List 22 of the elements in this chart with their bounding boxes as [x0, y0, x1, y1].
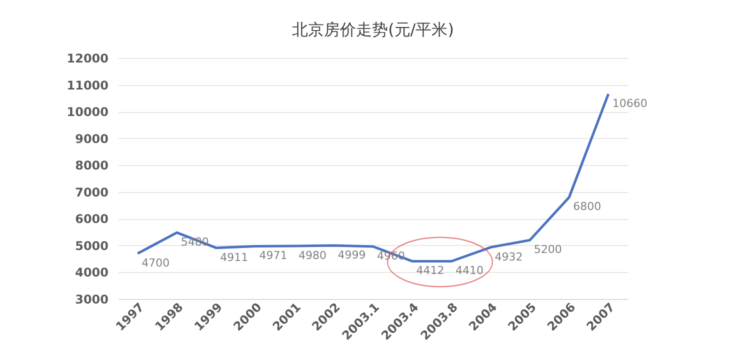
data-label: 4971: [259, 249, 288, 262]
data-label: 4999: [338, 248, 366, 262]
y-tick-label: 4000: [75, 266, 108, 280]
data-label: 4410: [455, 264, 484, 278]
data-label: 4980: [298, 248, 327, 262]
y-tick-label: 6000: [75, 212, 108, 226]
y-tick-label: 3000: [75, 292, 108, 306]
chart-title: 北京房价走势(元/平米): [292, 20, 454, 39]
data-label: 4412: [416, 264, 444, 278]
data-label: 5200: [534, 243, 562, 256]
data-label: 4932: [494, 250, 523, 264]
y-tick-label: 7000: [75, 185, 108, 200]
y-tick-label: 9000: [75, 132, 108, 146]
y-tick-label: 5000: [75, 238, 108, 253]
y-tick-label: 10000: [66, 105, 108, 120]
data-label: 4911: [220, 250, 248, 264]
y-tick-label: 12000: [66, 52, 108, 66]
data-label: 4700: [142, 256, 170, 270]
y-tick-label: 11000: [66, 78, 108, 92]
data-label: 10660: [612, 96, 648, 110]
y-tick-label: 8000: [75, 158, 108, 173]
data-label: 6800: [573, 200, 602, 214]
